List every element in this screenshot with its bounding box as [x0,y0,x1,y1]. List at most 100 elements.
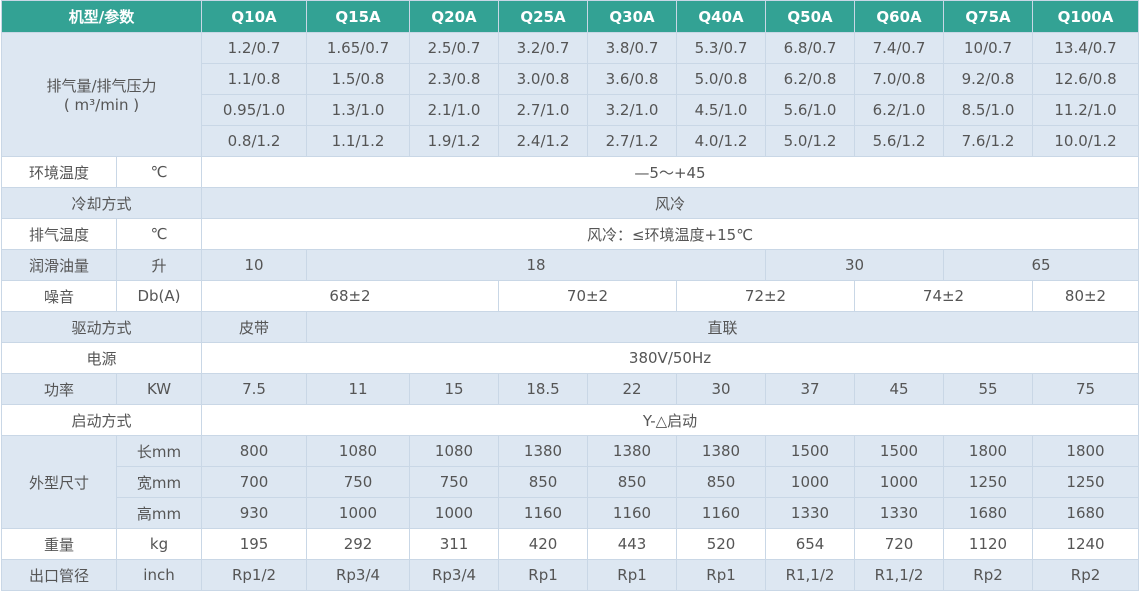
table-cell: 2.7/1.2 [587,125,678,157]
table-row: 环境温度 ℃ —5～+45 [1,156,1139,188]
table-cell: 720 [854,528,945,560]
table-cell: 1500 [854,435,945,467]
table-row: 电源 380V/50Hz [0,342,1139,374]
table-cell: 3.8/0.7 [587,32,678,64]
table-cell: 30 [676,373,767,405]
table-cell: 1.2/0.7 [201,32,308,64]
table-cell: 1.65/0.7 [306,32,411,64]
table-cell: 1.3/1.0 [306,94,411,126]
table-cell: KW [115,373,203,405]
table-cell: 直联 [306,311,1139,343]
table-row: 排气量/排气压力( m³/min ) 1.2/0.7 1.65/0.7 2.5/0.7… [0,32,1139,157]
table-cell: 排气量/排气压力( m³/min ) [0,32,203,157]
table-cell: 6.2/1.0 [854,94,945,126]
header-cell: Q50A [765,0,856,33]
table-cell: 润滑油量 [1,249,117,281]
table-cell: 1080 [409,435,500,467]
table-cell: 出口管径 [1,559,117,591]
table-cell: 环境温度 [1,156,117,188]
table-cell: 启动方式 [0,404,203,436]
table-cell: 4.5/1.0 [676,94,767,126]
table-cell: 1250 [1032,466,1139,498]
table-cell: Rp2 [943,559,1034,591]
table-cell: 2.5/0.7 [409,32,500,64]
table-cell: 80±2 [1032,280,1139,312]
table-cell: Db(A) [115,280,203,312]
table-row: 排气温度 ℃ 风冷：≤环境温度+15℃ [1,218,1139,250]
table-cell: 5.0/0.8 [676,63,767,95]
header-cell: Q20A [409,0,500,33]
table-cell: 7.4/0.7 [854,32,945,64]
table-cell: 2.7/1.0 [498,94,589,126]
table-row: 冷却方式 风冷 [0,187,1139,219]
table-cell: 10.0/1.2 [1032,125,1139,157]
table-cell: 风冷 [201,187,1139,219]
table-cell: 930 [201,497,308,529]
table-cell: 升 [115,249,203,281]
table-cell: 11 [306,373,411,405]
table-cell: 13.4/0.7 [1032,32,1139,64]
table-cell: 45 [854,373,945,405]
table-cell: 1250 [943,466,1034,498]
table-cell: 1680 [943,497,1034,529]
table-cell: —5～+45 [201,156,1139,188]
table-cell: 皮带 [201,311,308,343]
table-row: 功率 KW 7.5 11 15 18.5 22 30 37 45 55 75 [1,373,1139,405]
table-cell: 1160 [676,497,767,529]
table-cell: 外型尺寸 [1,435,117,529]
table-cell: 3.2/1.0 [587,94,678,126]
table-cell: 72±2 [676,280,856,312]
table-cell: 5.3/0.7 [676,32,767,64]
table-cell: Rp3/4 [306,559,411,591]
table-cell: 311 [409,528,500,560]
table-cell: 1380 [676,435,767,467]
table-cell: 1000 [765,466,856,498]
table-cell: 30 [765,249,945,281]
table-cell: 1.1/1.2 [306,125,411,157]
table-cell: 850 [676,466,767,498]
table-row: 驱动方式 皮带 直联 [0,311,1139,343]
table-cell: 15 [409,373,500,405]
table-cell: Rp1 [676,559,767,591]
table-cell: 22 [587,373,678,405]
table-cell: 1380 [498,435,589,467]
header-cell: Q100A [1032,0,1139,33]
table-cell: 1680 [1032,497,1139,529]
table-cell: 8.5/1.0 [943,94,1034,126]
table-cell: 电源 [0,342,203,374]
table-cell: 1500 [765,435,856,467]
table-cell: Rp3/4 [409,559,500,591]
table-row: 0.95/1.0 1.3/1.0 2.1/1.0 2.7/1.0 3.2/1.0 4.5/… [2,94,1139,126]
header-cell: Q25A [498,0,589,33]
table-cell: 0.8/1.2 [201,125,308,157]
table-cell: 12.6/0.8 [1032,63,1139,95]
table-cell: Rp2 [1032,559,1139,591]
table-cell: 1000 [409,497,500,529]
table-cell: 11.2/1.0 [1032,94,1139,126]
table-cell: 1080 [306,435,411,467]
table-cell: Rp1/2 [201,559,308,591]
table-row: 1.1/0.8 1.5/0.8 2.3/0.8 3.0/0.8 3.6/0.8 5.0/0… [2,63,1139,95]
table-cell: 37 [765,373,856,405]
table-cell: 850 [498,466,589,498]
table-cell: 750 [306,466,411,498]
table-cell: 7.5 [201,373,308,405]
table-cell: inch [115,559,203,591]
table-cell: 7.0/0.8 [854,63,945,95]
table-cell: 1330 [765,497,856,529]
table-cell: 195 [201,528,308,560]
table-cell: 风冷：≤环境温度+15℃ [201,218,1139,250]
table-row: 润滑油量升 10 18 30 65 [1,249,1139,281]
table-cell: 800 [201,435,308,467]
table-row: 重量 kg 195 292 311 420 443 520 654 720 1120 1240 [1,528,1139,560]
table-row: 外型尺寸 长mm 800 1080 1080 1380 1380 1380 1500 1500 18… [1,435,1139,529]
table-cell: 74±2 [854,280,1034,312]
table-cell: 1.9/1.2 [409,125,500,157]
header-cell: Q30A [587,0,678,33]
header-cell: Q75A [943,0,1034,33]
table-cell: kg [115,528,203,560]
table-cell: 6.2/0.8 [765,63,856,95]
table-cell: 1330 [854,497,945,529]
